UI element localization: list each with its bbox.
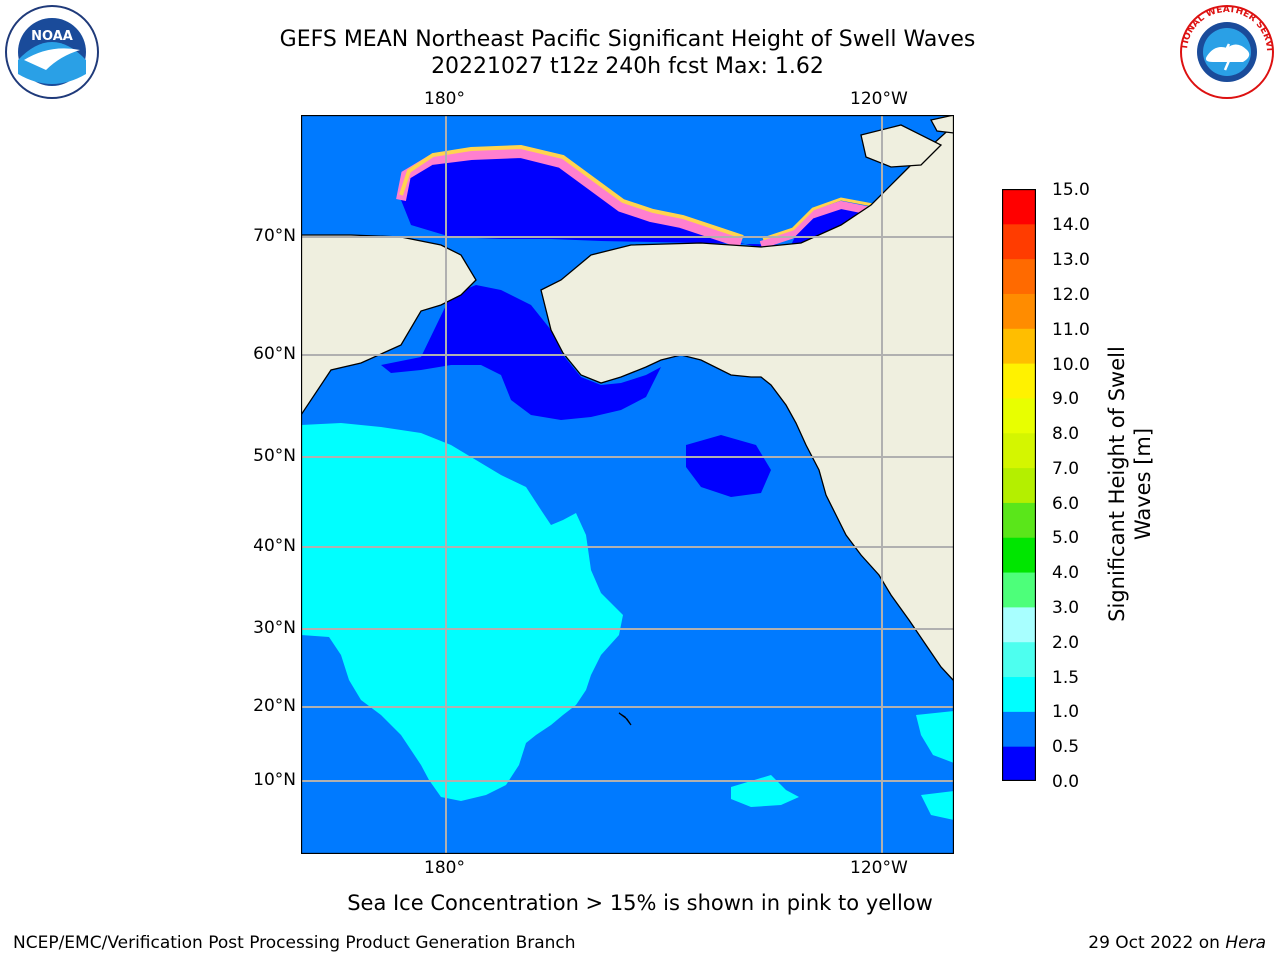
lat-label: 20°N <box>253 696 296 716</box>
lat-label: 60°N <box>253 344 296 364</box>
lon-label-top: 180° <box>424 89 465 109</box>
lat-label: 30°N <box>253 618 296 638</box>
colorbar-bin <box>1002 641 1036 678</box>
colorbar-bin <box>1002 467 1036 503</box>
map-title: GEFS MEAN Northeast Pacific Significant … <box>279 27 976 52</box>
colorbar-title-line2: Waves [m] <box>1131 427 1155 541</box>
colorbar-bin <box>1002 711 1036 747</box>
footer-machine: Hera <box>1225 933 1266 953</box>
ocean-high-swell-patch <box>731 775 799 807</box>
ocean-high-swell-patch <box>921 791 954 820</box>
colorbar-tick-label: 15.0 <box>1052 180 1090 200</box>
colorbar-bin <box>1002 432 1036 469</box>
noaa-logo: NOAA <box>5 5 99 99</box>
land-hawaii <box>618 712 632 726</box>
lon-label-bottom: 180° <box>424 858 465 878</box>
colorbar-tick-label: 2.0 <box>1052 633 1080 653</box>
colorbar-tick-label: 0.5 <box>1052 737 1080 757</box>
map-subtitle: 20221027 t12z 240h fcst Max: 1.62 <box>431 54 824 79</box>
ocean-low-swell-gulf <box>686 435 771 497</box>
colorbar-bin <box>1002 328 1036 364</box>
lat-label: 40°N <box>253 536 296 556</box>
land-north-america <box>540 124 954 682</box>
sea-ice-edge <box>396 147 743 248</box>
colorbar-bin <box>1002 363 1036 399</box>
lat-label: 10°N <box>253 770 296 790</box>
colorbar-tick-label: 1.0 <box>1052 702 1080 722</box>
lon-label-bottom: 120°W <box>850 858 908 878</box>
colorbar-tick-label: 4.0 <box>1052 563 1080 583</box>
lat-label: 70°N <box>253 226 296 246</box>
colorbar-bin <box>1002 223 1036 260</box>
colorbar-bin <box>1002 537 1036 573</box>
map-area <box>301 115 954 854</box>
colorbar-tick-label: 13.0 <box>1052 250 1090 270</box>
colorbar-tick-label: 14.0 <box>1052 215 1090 235</box>
footer-date: 29 Oct 2022 on Hera <box>1088 933 1266 953</box>
land-siberia <box>301 234 477 417</box>
colorbar-bin <box>1002 606 1036 643</box>
colorbar-tick-label: 9.0 <box>1052 389 1080 409</box>
colorbar-title-line1: Significant Height of Swell <box>1105 346 1129 622</box>
colorbar-tick-label: 3.0 <box>1052 598 1080 618</box>
ocean-low-swell-bering <box>381 285 661 420</box>
footer-credit: NCEP/EMC/Verification Post Processing Pr… <box>13 933 576 953</box>
colorbar-tick-label: 6.0 <box>1052 494 1080 514</box>
colorbar <box>1002 189 1036 781</box>
nws-logo: NATIONAL WEATHER SERVICE <box>1177 4 1274 99</box>
sea-ice-edge <box>762 197 874 241</box>
colorbar-tick-label: 12.0 <box>1052 285 1090 305</box>
colorbar-bin <box>1002 189 1036 225</box>
lon-label-top: 120°W <box>850 89 908 109</box>
lat-label: 50°N <box>253 446 296 466</box>
colorbar-tick-label: 1.5 <box>1052 668 1080 688</box>
graticule <box>301 115 954 854</box>
colorbar-tick-label: 10.0 <box>1052 355 1090 375</box>
colorbar-bin <box>1002 258 1036 294</box>
colorbar-bin <box>1002 502 1036 538</box>
noaa-logo-text: NOAA <box>31 29 73 44</box>
colorbar-tick-label: 5.0 <box>1052 528 1080 548</box>
colorbar-title: Significant Height of Swell Waves [m] <box>1104 319 1156 649</box>
colorbar-bin <box>1002 746 1036 781</box>
caption: Sea Ice Concentration > 15% is shown in … <box>347 891 933 915</box>
colorbar-bin <box>1002 676 1036 712</box>
colorbar-border <box>1002 189 1036 781</box>
ocean-high-swell-patch <box>916 711 954 763</box>
colorbar-tick-label: 7.0 <box>1052 459 1080 479</box>
colorbar-bin <box>1002 572 1036 608</box>
colorbar-bin <box>1002 397 1036 434</box>
colorbar-bin <box>1002 293 1036 329</box>
footer-date-text: 29 Oct 2022 on <box>1088 933 1226 953</box>
land-arctic-islands <box>930 115 954 134</box>
colorbar-tick-label: 11.0 <box>1052 320 1090 340</box>
colorbar-tick-label: 0.0 <box>1052 772 1080 792</box>
colorbar-tick-label: 8.0 <box>1052 424 1080 444</box>
sea-ice-edge <box>399 144 744 239</box>
